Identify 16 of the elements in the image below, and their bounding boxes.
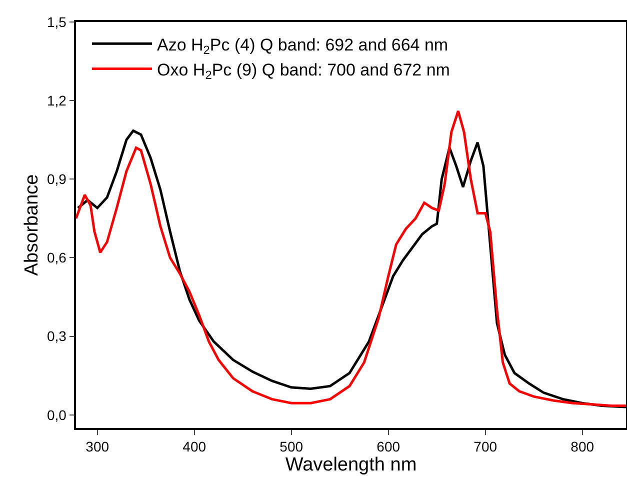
x-tick-label: 400 bbox=[182, 438, 206, 455]
y-tick-label: 0,3 bbox=[46, 328, 67, 344]
y-axis-title: Absorbance bbox=[21, 174, 42, 276]
x-tick-label: 800 bbox=[570, 438, 594, 455]
y-tick-label: 1,5 bbox=[46, 14, 67, 30]
x-axis-title: Wavelength nm bbox=[285, 454, 417, 476]
y-tick-label: 0,9 bbox=[46, 171, 67, 188]
x-tick-label: 500 bbox=[280, 438, 304, 455]
y-tick-label: 0,0 bbox=[46, 406, 67, 423]
y-tick-label: 1,2 bbox=[46, 92, 67, 108]
legend-label: Oxo H$_{2}$Pc (9) Q band: 700 and 672 nm bbox=[157, 60, 450, 82]
x-tick-label: 300 bbox=[86, 438, 110, 455]
legend-label: Azo H$_{2}$Pc (4) Q band: 692 and 664 nm bbox=[157, 35, 448, 57]
y-tick-label: 0,6 bbox=[46, 250, 67, 266]
x-tick-label: 600 bbox=[376, 438, 400, 455]
x-tick-label: 700 bbox=[474, 438, 498, 455]
